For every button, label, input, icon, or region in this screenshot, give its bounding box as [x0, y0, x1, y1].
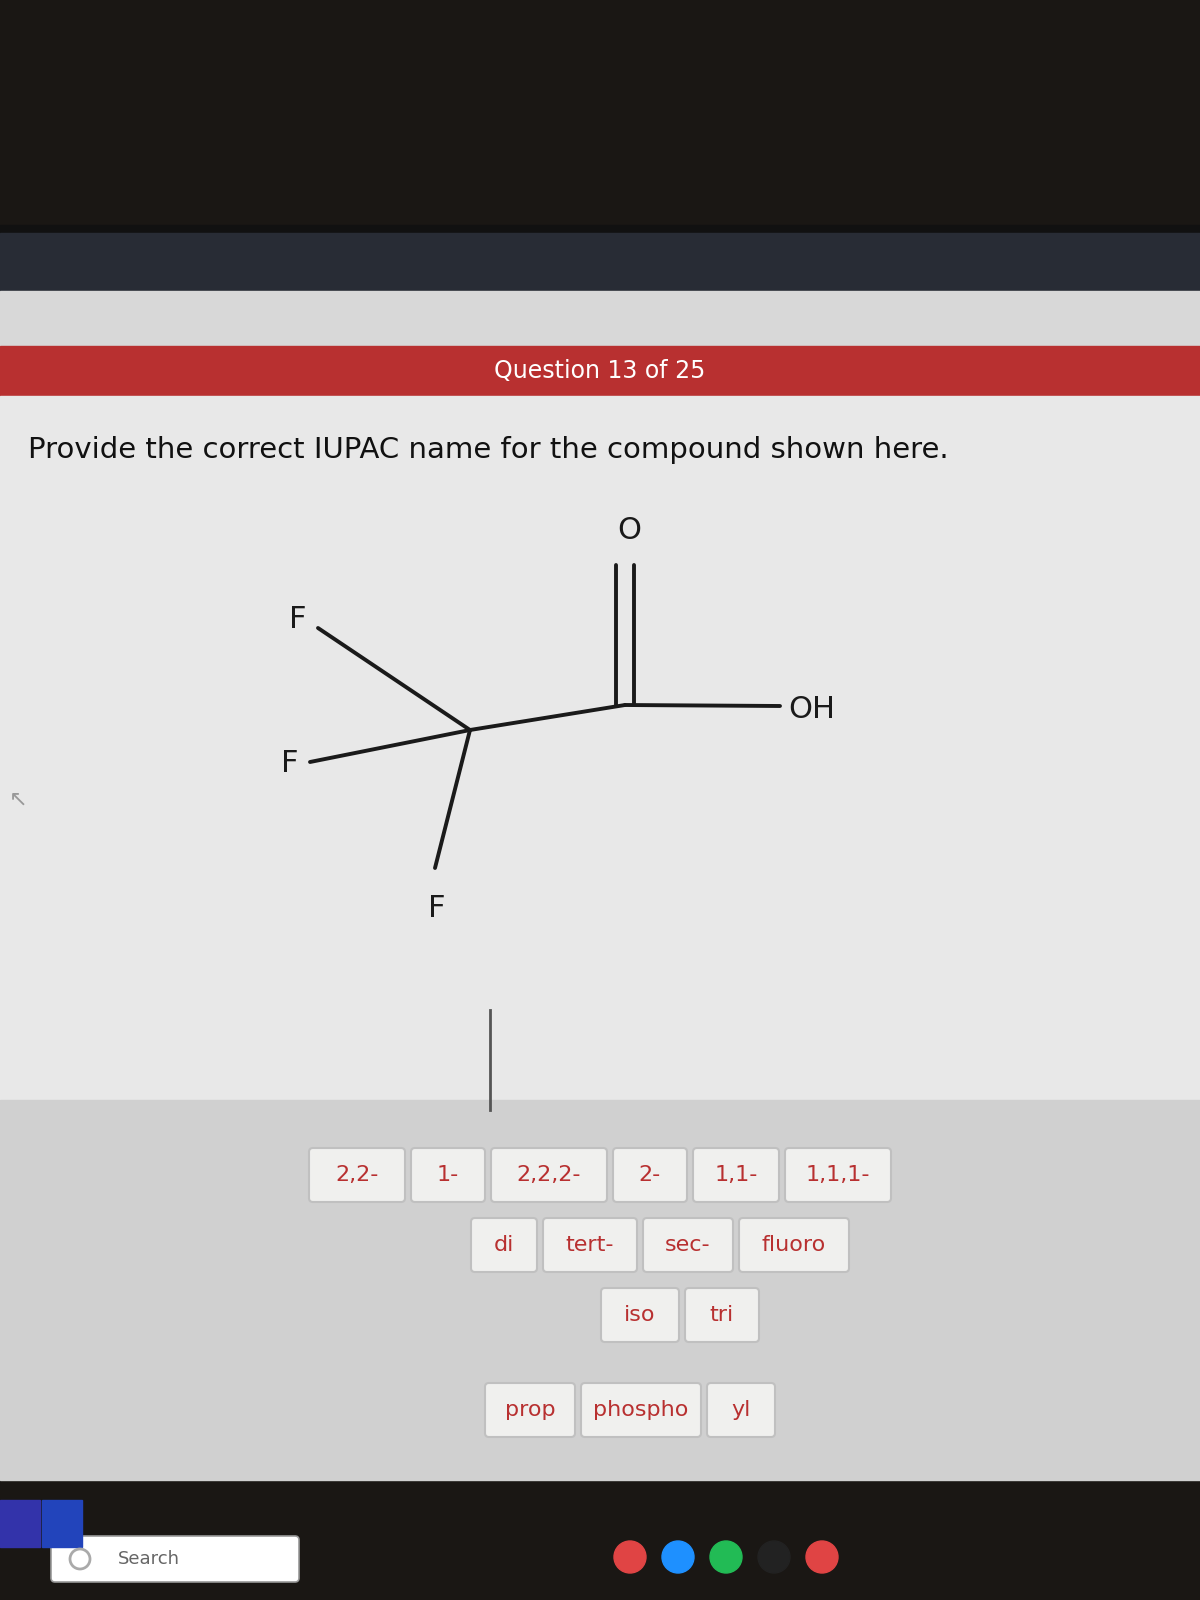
FancyBboxPatch shape: [485, 1382, 575, 1437]
Text: sec-: sec-: [665, 1235, 710, 1254]
Text: O: O: [617, 515, 641, 546]
FancyBboxPatch shape: [785, 1149, 890, 1202]
Bar: [0, 226, 1200, 234]
Text: Search: Search: [118, 1550, 180, 1568]
Text: F: F: [281, 749, 298, 779]
Bar: [0, 1498, 1200, 1600]
Text: ↖: ↖: [8, 790, 28, 810]
Text: 2,2-: 2,2-: [335, 1165, 379, 1186]
Text: Question 13 of 25: Question 13 of 25: [494, 358, 706, 382]
Text: tert-: tert-: [565, 1235, 614, 1254]
Text: 2-: 2-: [638, 1165, 661, 1186]
Circle shape: [662, 1541, 694, 1573]
Text: 1,1,1-: 1,1,1-: [805, 1165, 870, 1186]
FancyBboxPatch shape: [685, 1288, 760, 1342]
FancyBboxPatch shape: [581, 1382, 701, 1437]
Text: prop: prop: [505, 1400, 556, 1421]
Text: F: F: [288, 605, 306, 635]
Bar: [0, 291, 1200, 346]
Bar: [42, 1501, 82, 1547]
Text: 2,2,2-: 2,2,2-: [517, 1165, 581, 1186]
Text: fluoro: fluoro: [762, 1235, 826, 1254]
Bar: [0, 234, 1200, 291]
Text: 1,1-: 1,1-: [714, 1165, 757, 1186]
FancyBboxPatch shape: [470, 1218, 538, 1272]
Bar: [0, 0, 1200, 230]
Text: Provide the correct IUPAC name for the compound shown here.: Provide the correct IUPAC name for the c…: [28, 435, 949, 464]
Bar: [0, 346, 1200, 395]
Text: yl: yl: [731, 1400, 751, 1421]
Text: iso: iso: [624, 1306, 655, 1325]
FancyBboxPatch shape: [410, 1149, 485, 1202]
Circle shape: [806, 1541, 838, 1573]
FancyBboxPatch shape: [491, 1149, 607, 1202]
Text: di: di: [494, 1235, 514, 1254]
Circle shape: [710, 1541, 742, 1573]
FancyBboxPatch shape: [613, 1149, 686, 1202]
Text: OH: OH: [788, 696, 835, 725]
FancyBboxPatch shape: [50, 1536, 299, 1582]
Text: 1-: 1-: [437, 1165, 460, 1186]
Circle shape: [614, 1541, 646, 1573]
Text: phospho: phospho: [593, 1400, 689, 1421]
FancyBboxPatch shape: [310, 1149, 406, 1202]
Bar: [0, 395, 1200, 1475]
FancyBboxPatch shape: [601, 1288, 679, 1342]
FancyBboxPatch shape: [694, 1149, 779, 1202]
Circle shape: [758, 1541, 790, 1573]
Bar: [0, 1501, 40, 1547]
FancyBboxPatch shape: [739, 1218, 850, 1272]
FancyBboxPatch shape: [643, 1218, 733, 1272]
Text: F: F: [428, 894, 445, 923]
FancyBboxPatch shape: [542, 1218, 637, 1272]
Text: tri: tri: [710, 1306, 734, 1325]
Bar: [0, 1101, 1200, 1480]
FancyBboxPatch shape: [707, 1382, 775, 1437]
